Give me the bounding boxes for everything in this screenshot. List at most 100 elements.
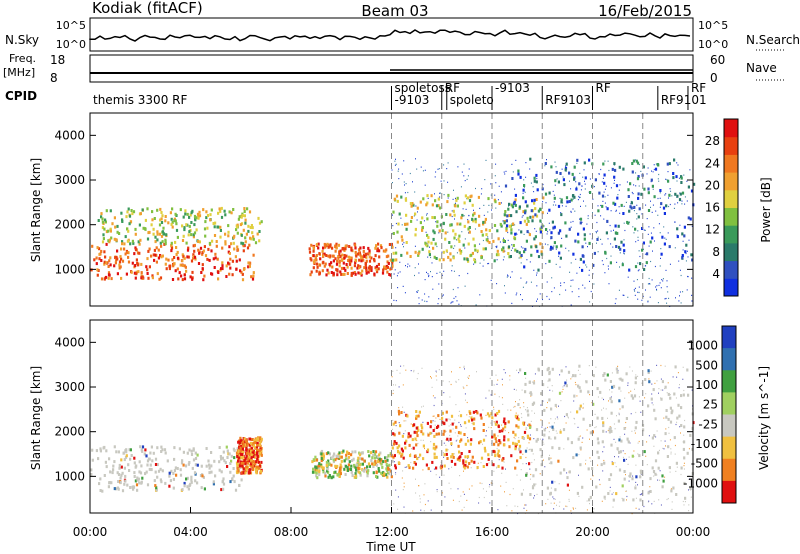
power-echo-cell xyxy=(339,255,342,258)
power-echo-cell xyxy=(190,221,193,224)
power-scatter-point xyxy=(627,296,629,298)
velocity-scatter-point xyxy=(434,427,436,429)
velocity-scatter-point xyxy=(466,384,468,387)
velocity-echo-cell xyxy=(238,484,241,487)
power-echo-cell xyxy=(510,203,513,207)
power-scatter-point xyxy=(597,205,599,207)
power-echo-cell xyxy=(183,264,186,268)
power-echo-cell xyxy=(360,273,363,277)
power-scatter-point xyxy=(583,169,585,171)
power-echo-cell xyxy=(424,241,427,245)
power-echo-cell xyxy=(518,205,521,209)
velocity-echo-cell xyxy=(221,480,224,484)
velocity-echo-cell xyxy=(494,413,497,417)
velocity-echo-cell xyxy=(105,449,108,453)
velocity-echo-cell xyxy=(457,431,461,435)
velocity-echo-cell xyxy=(631,477,634,481)
power-scatter-point xyxy=(651,279,653,281)
velocity-scatter-point xyxy=(443,392,445,394)
power-scatter-point xyxy=(634,287,636,289)
velocity-echo-cell xyxy=(415,443,418,447)
power-scatter-point xyxy=(618,206,620,208)
velocity-scatter-point xyxy=(582,403,584,405)
velocity-echo-cell xyxy=(113,487,116,491)
velocity-scatter-point xyxy=(501,424,503,426)
velocity-scatter-point xyxy=(405,369,407,371)
power-scatter-point xyxy=(667,171,669,173)
power-scatter-point xyxy=(501,202,502,204)
power-scatter-point xyxy=(585,242,587,244)
power-echo-cell xyxy=(674,192,677,196)
power-echo-cell xyxy=(485,233,488,237)
power-scatter-point xyxy=(650,206,651,208)
velocity-scatter-point xyxy=(683,504,685,506)
velocity-echo-cell xyxy=(595,485,598,489)
power-echo-cell xyxy=(156,238,159,242)
velocity-echo-cell xyxy=(619,450,622,454)
power-echo-cell xyxy=(431,216,434,219)
velocity-echo-cell xyxy=(168,471,171,475)
velocity-echo-cell xyxy=(390,475,393,479)
velocity-scatter-point xyxy=(395,384,397,386)
power-scatter-point xyxy=(395,158,396,160)
cpid-item: RF9101 xyxy=(661,93,707,107)
velocity-echo-cell xyxy=(409,454,412,458)
velocity-echo-cell xyxy=(113,445,116,449)
power-echo-cell xyxy=(127,251,130,255)
power-scatter-point xyxy=(523,186,525,188)
velocity-echo-cell xyxy=(380,462,383,466)
velocity-echo-cell xyxy=(647,404,650,408)
velocity-scatter-point xyxy=(519,407,521,409)
velocity-scatter-point xyxy=(625,490,627,492)
colorbar-swatch xyxy=(724,172,738,191)
velocity-echo-cell xyxy=(169,479,172,483)
power-echo-cell xyxy=(338,250,341,254)
power-echo-cell xyxy=(348,259,352,263)
velocity-echo-cell xyxy=(503,435,506,439)
power-echo-cell xyxy=(101,220,104,224)
power-scatter-point xyxy=(680,274,682,277)
velocity-echo-cell xyxy=(504,425,507,429)
power-echo-cell xyxy=(157,248,160,252)
velocity-echo-cell xyxy=(101,489,104,493)
power-echo-cell xyxy=(188,215,191,219)
velocity-echo-cell xyxy=(437,414,440,418)
power-scatter-point xyxy=(436,272,438,274)
power-echo-cell xyxy=(245,232,248,236)
power-scatter-point xyxy=(438,168,440,170)
power-scatter-point xyxy=(610,243,612,245)
velocity-scatter-point xyxy=(653,500,655,502)
velocity-scatter-point xyxy=(535,483,537,485)
power-scatter-point xyxy=(570,188,572,190)
velocity-echo-cell xyxy=(407,464,410,468)
power-echo-cell xyxy=(539,230,542,234)
power-echo-cell xyxy=(137,240,140,244)
power-scatter-point xyxy=(638,269,640,271)
velocity-echo-cell xyxy=(372,450,375,453)
power-echo-cell xyxy=(452,209,455,213)
velocity-echo-cell xyxy=(161,469,164,473)
power-echo-cell xyxy=(312,266,315,270)
power-scatter-point xyxy=(490,194,492,196)
velocity-echo-cell xyxy=(617,419,620,423)
velocity-scatter-point xyxy=(648,500,650,502)
velocity-scatter-point xyxy=(436,379,438,381)
velocity-scatter-point xyxy=(666,498,668,501)
velocity-echo-cell xyxy=(495,440,498,444)
velocity-echo-cell xyxy=(415,430,418,434)
power-echo-cell xyxy=(165,257,168,261)
power-scatter-point xyxy=(498,185,500,187)
velocity-echo-cell xyxy=(354,450,357,454)
power-scatter-point xyxy=(416,291,418,293)
power-echo-cell xyxy=(104,218,107,222)
power-scatter-point xyxy=(516,233,518,235)
power-scatter-point xyxy=(507,239,509,241)
velocity-scatter-point xyxy=(628,475,630,477)
power-scatter-point xyxy=(523,233,525,235)
power-echo-cell xyxy=(193,214,197,218)
power-echo-cell xyxy=(206,226,209,230)
velocity-scatter-point xyxy=(543,443,545,445)
velocity-scatter-point xyxy=(634,388,635,390)
power-echo-cell xyxy=(142,226,145,230)
power-scatter-point xyxy=(570,226,572,228)
